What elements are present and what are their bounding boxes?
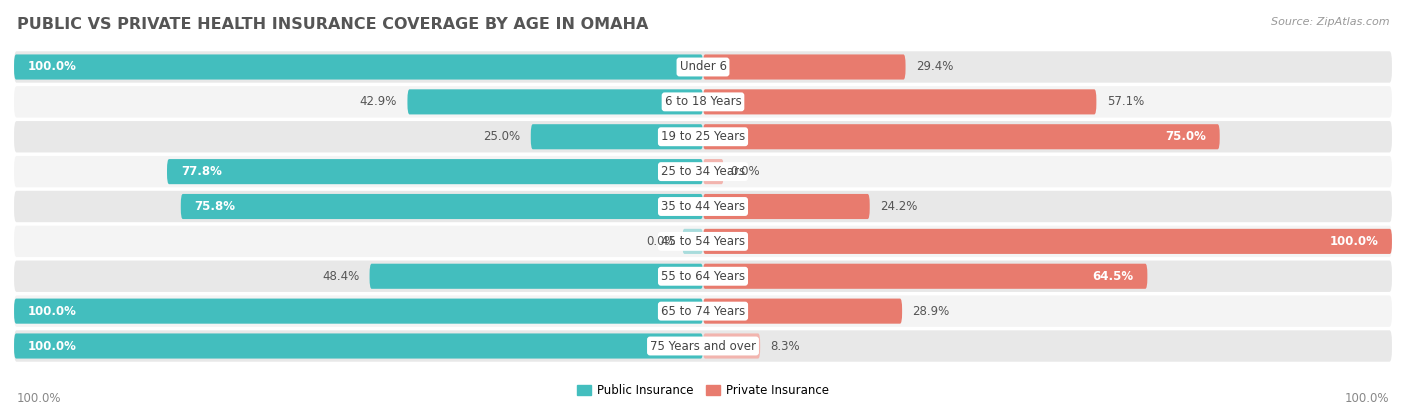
Text: 57.1%: 57.1%	[1107, 95, 1144, 108]
Text: 8.3%: 8.3%	[770, 339, 800, 353]
Text: 45 to 54 Years: 45 to 54 Years	[661, 235, 745, 248]
Text: 64.5%: 64.5%	[1092, 270, 1133, 283]
Text: 100.0%: 100.0%	[17, 392, 62, 405]
Legend: Public Insurance, Private Insurance: Public Insurance, Private Insurance	[572, 379, 834, 401]
FancyBboxPatch shape	[14, 51, 1392, 83]
Text: Under 6: Under 6	[679, 60, 727, 74]
Text: 55 to 64 Years: 55 to 64 Years	[661, 270, 745, 283]
Text: Source: ZipAtlas.com: Source: ZipAtlas.com	[1271, 17, 1389, 26]
Text: 25.0%: 25.0%	[484, 130, 520, 143]
Text: 6 to 18 Years: 6 to 18 Years	[665, 95, 741, 108]
FancyBboxPatch shape	[14, 295, 1392, 327]
FancyBboxPatch shape	[14, 121, 1392, 152]
Text: 19 to 25 Years: 19 to 25 Years	[661, 130, 745, 143]
Text: 65 to 74 Years: 65 to 74 Years	[661, 305, 745, 318]
FancyBboxPatch shape	[14, 55, 703, 80]
FancyBboxPatch shape	[14, 330, 1392, 362]
FancyBboxPatch shape	[703, 194, 870, 219]
FancyBboxPatch shape	[531, 124, 703, 150]
FancyBboxPatch shape	[14, 191, 1392, 222]
FancyBboxPatch shape	[370, 263, 703, 289]
Text: 24.2%: 24.2%	[880, 200, 918, 213]
FancyBboxPatch shape	[181, 194, 703, 219]
FancyBboxPatch shape	[167, 159, 703, 184]
Text: 48.4%: 48.4%	[322, 270, 359, 283]
FancyBboxPatch shape	[682, 229, 703, 254]
Text: 25 to 34 Years: 25 to 34 Years	[661, 165, 745, 178]
FancyBboxPatch shape	[14, 261, 1392, 292]
FancyBboxPatch shape	[408, 89, 703, 114]
FancyBboxPatch shape	[703, 229, 1392, 254]
Text: 77.8%: 77.8%	[181, 165, 222, 178]
Text: 100.0%: 100.0%	[1329, 235, 1378, 248]
FancyBboxPatch shape	[703, 299, 903, 324]
FancyBboxPatch shape	[703, 263, 1147, 289]
Text: 75 Years and over: 75 Years and over	[650, 339, 756, 353]
Text: 100.0%: 100.0%	[1344, 392, 1389, 405]
FancyBboxPatch shape	[703, 159, 724, 184]
Text: PUBLIC VS PRIVATE HEALTH INSURANCE COVERAGE BY AGE IN OMAHA: PUBLIC VS PRIVATE HEALTH INSURANCE COVER…	[17, 17, 648, 31]
FancyBboxPatch shape	[703, 124, 1219, 150]
Text: 42.9%: 42.9%	[360, 95, 396, 108]
Text: 100.0%: 100.0%	[28, 339, 77, 353]
FancyBboxPatch shape	[703, 333, 761, 358]
Text: 35 to 44 Years: 35 to 44 Years	[661, 200, 745, 213]
FancyBboxPatch shape	[14, 333, 703, 358]
Text: 75.8%: 75.8%	[194, 200, 236, 213]
FancyBboxPatch shape	[14, 156, 1392, 188]
FancyBboxPatch shape	[14, 225, 1392, 257]
Text: 29.4%: 29.4%	[915, 60, 953, 74]
FancyBboxPatch shape	[14, 299, 703, 324]
Text: 100.0%: 100.0%	[28, 305, 77, 318]
Text: 75.0%: 75.0%	[1166, 130, 1206, 143]
Text: 0.0%: 0.0%	[645, 235, 675, 248]
FancyBboxPatch shape	[703, 89, 1097, 114]
Text: 28.9%: 28.9%	[912, 305, 949, 318]
FancyBboxPatch shape	[14, 86, 1392, 118]
FancyBboxPatch shape	[703, 55, 905, 80]
Text: 0.0%: 0.0%	[731, 165, 761, 178]
Text: 100.0%: 100.0%	[28, 60, 77, 74]
